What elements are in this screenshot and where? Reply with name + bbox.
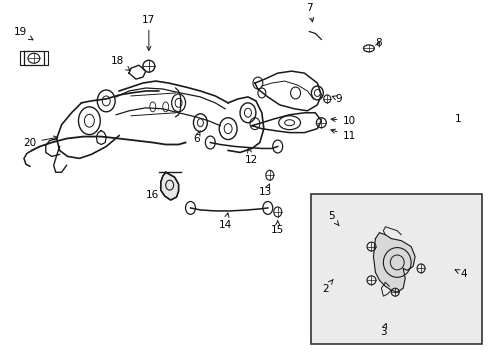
Text: 2: 2 (321, 279, 332, 294)
Text: 9: 9 (331, 94, 342, 104)
Text: 4: 4 (454, 269, 467, 279)
Bar (311, 194, 481, 344)
Polygon shape (373, 233, 414, 292)
Polygon shape (161, 172, 178, 200)
Text: 5: 5 (327, 211, 338, 226)
Text: 14: 14 (218, 213, 231, 230)
Text: 6: 6 (193, 131, 200, 144)
Text: 13: 13 (259, 184, 272, 197)
Text: 12: 12 (245, 149, 258, 165)
Text: 15: 15 (270, 221, 284, 235)
Text: 3: 3 (379, 324, 386, 337)
Text: 10: 10 (330, 116, 355, 126)
Text: 18: 18 (110, 56, 130, 71)
Text: 7: 7 (305, 3, 313, 22)
Text: 16: 16 (146, 187, 164, 200)
Text: 17: 17 (142, 15, 155, 50)
Text: 8: 8 (375, 39, 381, 48)
Text: 20: 20 (23, 136, 58, 148)
Text: 1: 1 (454, 114, 461, 124)
Text: 11: 11 (330, 129, 355, 141)
Text: 19: 19 (13, 27, 33, 40)
